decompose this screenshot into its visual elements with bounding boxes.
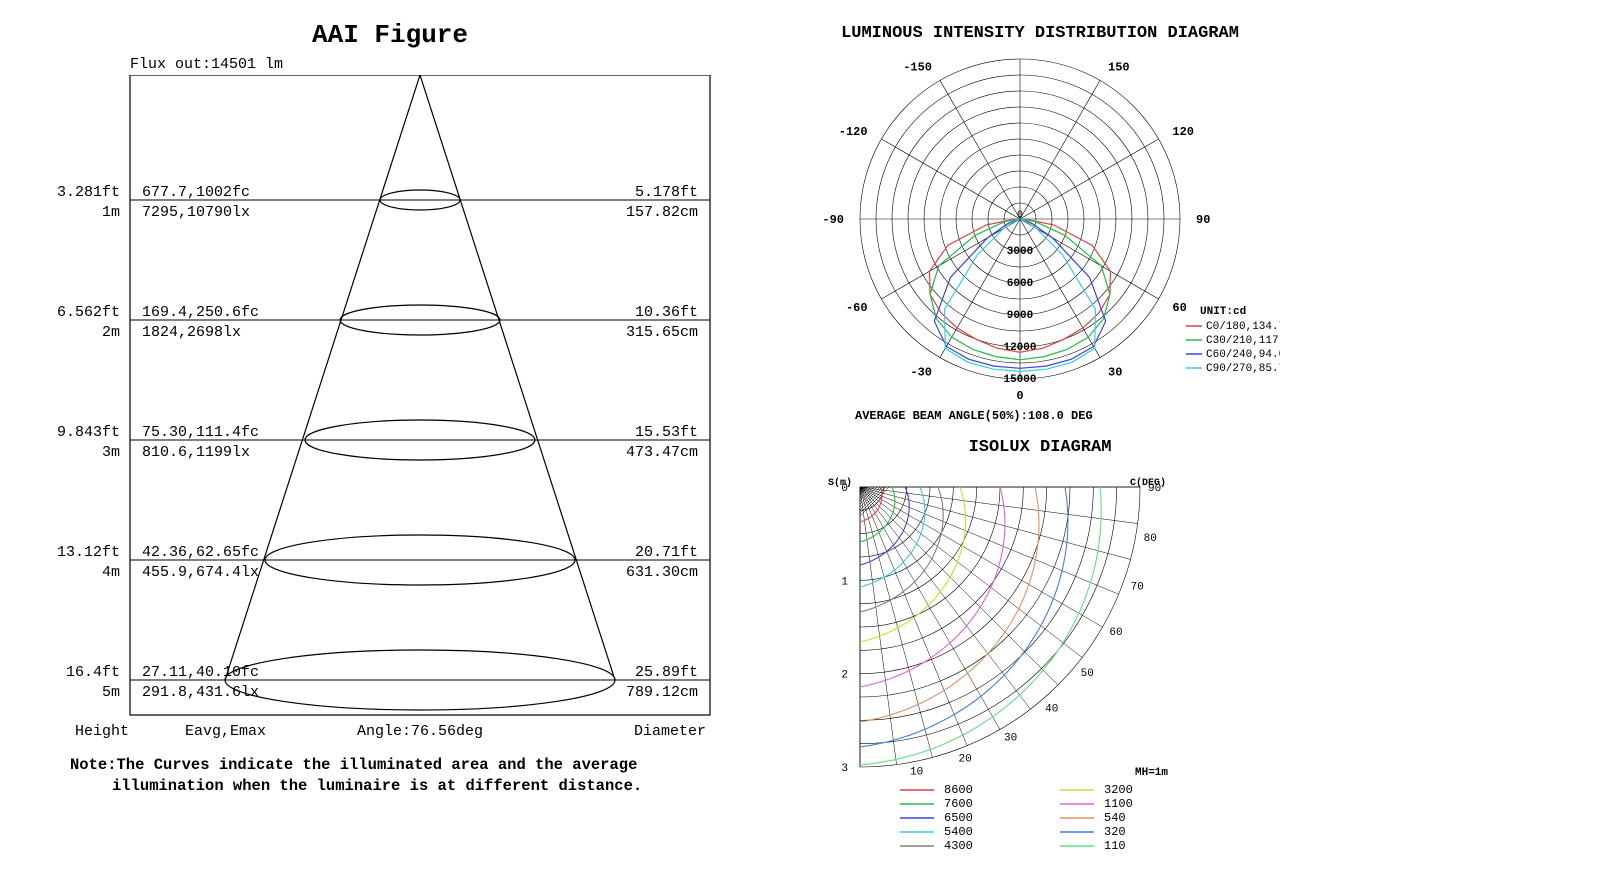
isolux-chart: S(m)0123C(DEG)102030405060708090MH=1m860…	[800, 467, 1280, 892]
svg-text:631.30cm: 631.30cm	[626, 564, 698, 581]
svg-text:2m: 2m	[102, 324, 120, 341]
svg-text:10.36ft: 10.36ft	[635, 304, 698, 321]
svg-text:1824,2698lx: 1824,2698lx	[142, 324, 241, 341]
svg-text:60: 60	[1172, 301, 1186, 315]
svg-text:7295,10790lx: 7295,10790lx	[142, 204, 250, 221]
svg-text:Eavg,Emax: Eavg,Emax	[185, 723, 266, 740]
svg-text:C30/210,117.5deg: C30/210,117.5deg	[1206, 335, 1280, 347]
right-panel: LUMINOUS INTENSITY DISTRIBUTION DIAGRAM …	[800, 20, 1280, 870]
svg-text:70: 70	[1131, 582, 1144, 594]
svg-text:-/+180: -/+180	[998, 49, 1041, 51]
svg-text:Angle:76.56deg: Angle:76.56deg	[357, 723, 483, 740]
svg-text:157.82cm: 157.82cm	[626, 204, 698, 221]
svg-text:540: 540	[1104, 811, 1126, 825]
svg-text:6500: 6500	[944, 811, 973, 825]
aai-svg: 3.281ft 1m 677.7,1002fc 7295,10790lx 5.178ft…	[20, 75, 760, 745]
svg-text:-30: -30	[910, 365, 932, 379]
svg-text:2: 2	[841, 670, 848, 682]
isolux-title: ISOLUX DIAGRAM	[800, 438, 1280, 457]
svg-text:3000: 3000	[1007, 246, 1033, 258]
svg-text:150: 150	[1108, 61, 1130, 75]
svg-text:15.53ft: 15.53ft	[635, 424, 698, 441]
aai-note: Note:The Curves indicate the illuminated…	[70, 755, 760, 797]
svg-text:20.71ft: 20.71ft	[635, 544, 698, 561]
svg-text:4m: 4m	[102, 564, 120, 581]
svg-text:3200: 3200	[1104, 783, 1133, 797]
svg-text:3.281ft: 3.281ft	[57, 184, 120, 201]
svg-text:473.47cm: 473.47cm	[626, 444, 698, 461]
svg-text:90: 90	[1196, 213, 1210, 227]
aai-title: AAI Figure	[20, 20, 760, 50]
svg-text:UNIT:cd: UNIT:cd	[1200, 306, 1246, 318]
svg-text:4300: 4300	[944, 839, 973, 853]
svg-text:-120: -120	[839, 125, 868, 139]
polar-title: LUMINOUS INTENSITY DISTRIBUTION DIAGRAM	[800, 24, 1280, 43]
svg-text:30: 30	[1108, 365, 1122, 379]
svg-text:677.7,1002fc: 677.7,1002fc	[142, 184, 250, 201]
svg-text:25.89ft: 25.89ft	[635, 664, 698, 681]
svg-text:789.12cm: 789.12cm	[626, 684, 698, 701]
svg-text:40: 40	[1045, 704, 1058, 716]
svg-text:-150: -150	[903, 61, 932, 75]
aai-fluxout: Flux out:14501 lm	[130, 56, 760, 73]
svg-text:455.9,674.4lx: 455.9,674.4lx	[142, 564, 259, 581]
polar-svg: -/+180 150 -150 120 -120 90 -90 60 -60 30 -30 0 3000…	[800, 49, 1280, 429]
svg-text:3: 3	[841, 763, 848, 775]
polar-chart: -/+180 150 -150 120 -120 90 -90 60 -60 30 -30 0 3000…	[800, 49, 1280, 434]
svg-text:75.30,111.4fc: 75.30,111.4fc	[142, 424, 259, 441]
svg-text:-90: -90	[822, 213, 844, 227]
isolux-svg: S(m)0123C(DEG)102030405060708090MH=1m860…	[800, 467, 1280, 887]
svg-text:1: 1	[841, 576, 848, 588]
svg-text:291.8,431.6lx: 291.8,431.6lx	[142, 684, 259, 701]
svg-text:C90/270,85.7deg: C90/270,85.7deg	[1206, 363, 1280, 375]
svg-text:16.4ft: 16.4ft	[66, 664, 120, 681]
svg-text:0: 0	[841, 483, 848, 495]
svg-text:15000: 15000	[1003, 374, 1036, 386]
svg-text:0: 0	[1016, 389, 1023, 403]
svg-text:5400: 5400	[944, 825, 973, 839]
svg-text:AVERAGE BEAM ANGLE(50%):108.0: AVERAGE BEAM ANGLE(50%):108.0 DEG	[855, 409, 1093, 423]
svg-text:320: 320	[1104, 825, 1126, 839]
svg-text:Height: Height	[75, 723, 129, 740]
svg-text:60: 60	[1109, 627, 1122, 639]
svg-text:7600: 7600	[944, 797, 973, 811]
svg-text:169.4,250.6fc: 169.4,250.6fc	[142, 304, 259, 321]
svg-text:-60: -60	[846, 301, 868, 315]
svg-text:90: 90	[1148, 483, 1161, 495]
svg-text:C60/240,94.0deg: C60/240,94.0deg	[1206, 349, 1280, 361]
svg-text:9.843ft: 9.843ft	[57, 424, 120, 441]
svg-text:110: 110	[1104, 839, 1126, 853]
svg-text:Diameter: Diameter	[634, 723, 706, 740]
svg-text:6000: 6000	[1007, 278, 1033, 290]
svg-text:30: 30	[1004, 732, 1017, 744]
svg-text:20: 20	[959, 754, 972, 766]
svg-text:MH=1m: MH=1m	[1135, 767, 1168, 779]
svg-text:42.36,62.65fc: 42.36,62.65fc	[142, 544, 259, 561]
svg-text:3m: 3m	[102, 444, 120, 461]
svg-text:10: 10	[910, 767, 923, 779]
svg-text:5m: 5m	[102, 684, 120, 701]
svg-text:1m: 1m	[102, 204, 120, 221]
svg-text:80: 80	[1144, 533, 1157, 545]
svg-text:8600: 8600	[944, 783, 973, 797]
svg-text:5.178ft: 5.178ft	[635, 184, 698, 201]
svg-text:27.11,40.10fc: 27.11,40.10fc	[142, 664, 259, 681]
svg-text:9000: 9000	[1007, 310, 1033, 322]
aai-panel: AAI Figure Flux out:14501 lm 3.281ft 1m 67…	[20, 20, 760, 870]
svg-text:13.12ft: 13.12ft	[57, 544, 120, 561]
svg-text:S(m): S(m)	[828, 477, 852, 489]
svg-text:1100: 1100	[1104, 797, 1133, 811]
svg-text:120: 120	[1172, 125, 1194, 139]
svg-text:50: 50	[1081, 668, 1094, 680]
svg-text:C0/180,134.7deg: C0/180,134.7deg	[1206, 321, 1280, 333]
svg-text:810.6,1199lx: 810.6,1199lx	[142, 444, 250, 461]
svg-text:315.65cm: 315.65cm	[626, 324, 698, 341]
svg-text:6.562ft: 6.562ft	[57, 304, 120, 321]
aai-chart: 3.281ft 1m 677.7,1002fc 7295,10790lx 5.178ft…	[20, 75, 760, 745]
